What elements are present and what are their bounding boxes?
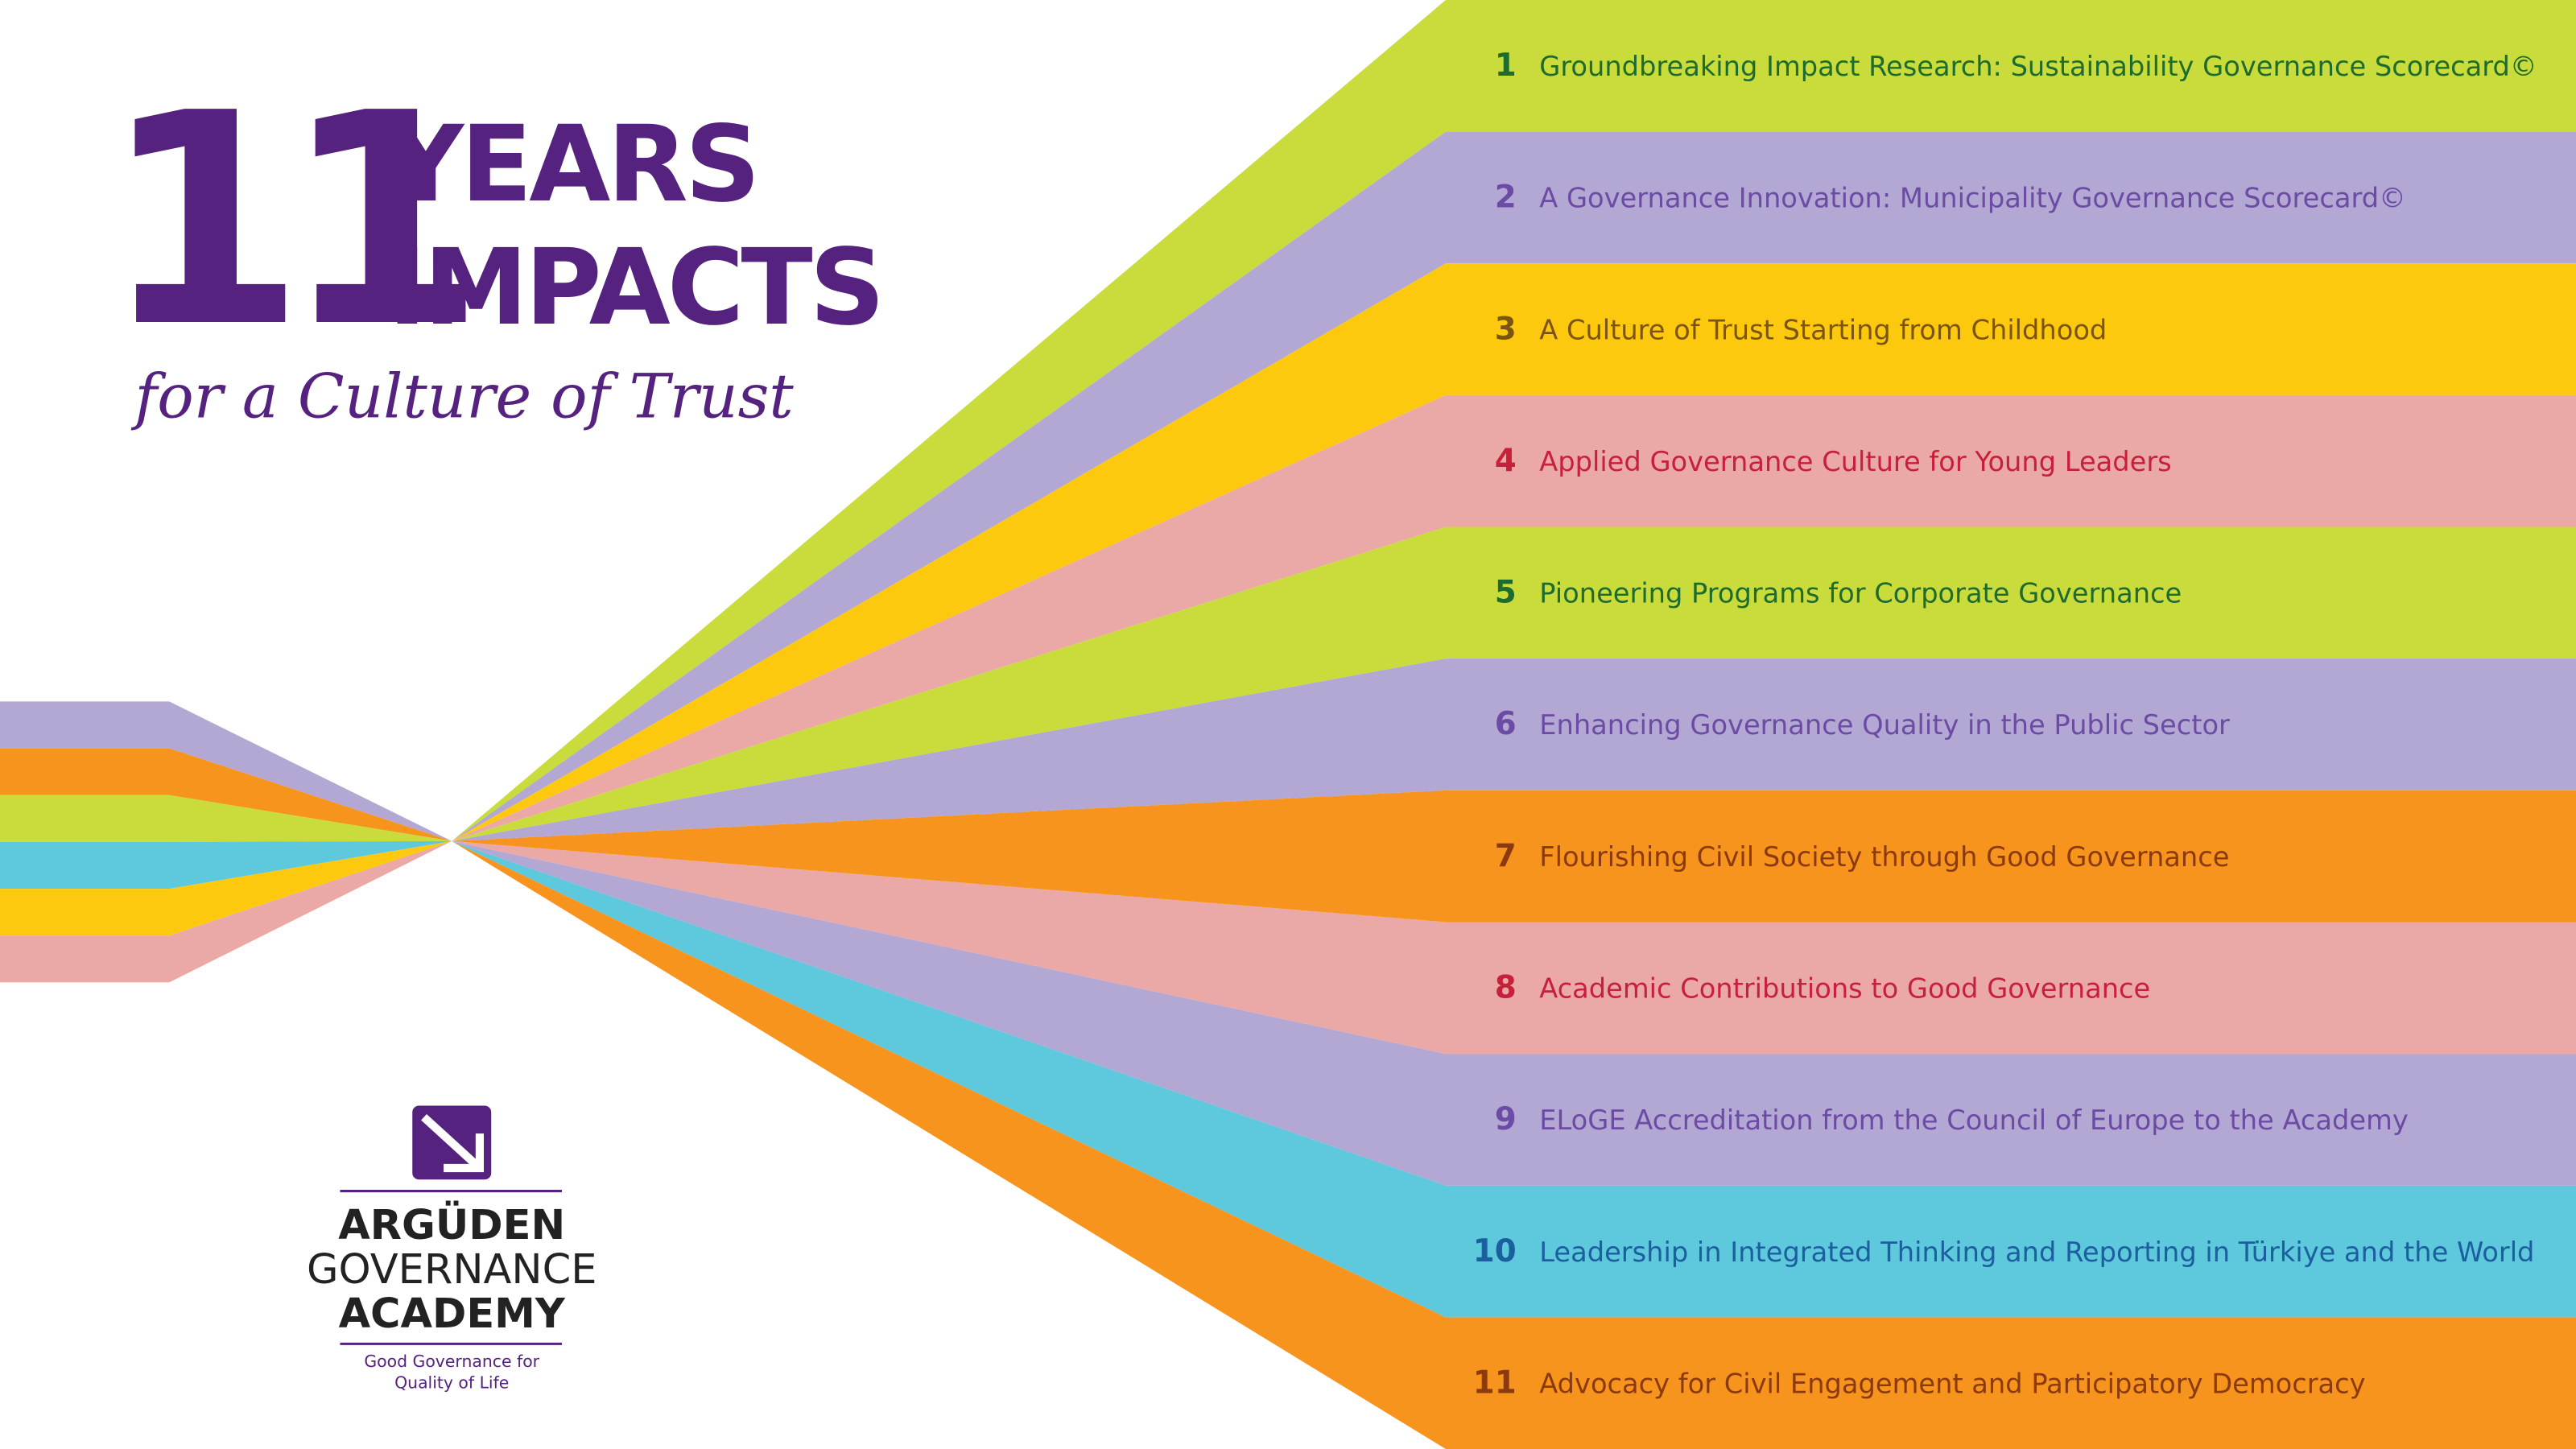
item-text: A Culture of Trust Starting from Childho… [1539,314,2107,345]
band [452,394,2576,841]
item-text: Academic Contributions to Good Governanc… [1539,973,2150,1005]
band [452,131,2576,841]
band [452,840,2576,1186]
item-text: Leadership in Integrated Thinking and Re… [1539,1236,2534,1268]
left-strip [0,795,452,842]
item-text: Applied Governance Culture for Young Lea… [1539,446,2171,477]
item-number: 7 [1495,838,1517,874]
band [452,263,2576,841]
item-number: 2 [1495,180,1517,216]
item-text: Advocacy for Civil Engagement and Partic… [1539,1368,2365,1399]
item-number: 11 [1473,1364,1517,1401]
item-number: 8 [1495,970,1517,1006]
logo-line1: ARGÜDEN [338,1199,565,1249]
band [452,840,2576,1055]
band [452,526,2576,841]
left-strip [0,701,452,841]
item-number: 1 [1495,47,1517,84]
item-text: ELoGE Accreditation from the Council of … [1539,1104,2409,1136]
left-strip [0,748,452,841]
item-number: 6 [1495,706,1517,742]
logo: ARGÜDEN GOVERNANCE ACADEMY Good Governan… [307,1105,597,1392]
band [452,790,2576,923]
item-text: Groundbreaking Impact Research: Sustaina… [1539,51,2537,82]
item-text: Flourishing Civil Society through Good G… [1539,841,2229,873]
subtitle: for a Culture of Trust [130,361,794,431]
item-text: Enhancing Governance Quality in the Publ… [1539,709,2230,741]
item-text: A Governance Innovation: Municipality Go… [1539,183,2406,214]
item-number: 10 [1473,1233,1517,1269]
big-number: 11 [102,51,470,391]
band [452,840,2576,1318]
title-line1: YEARS [386,103,758,225]
logo-tagline: Good Governance for [364,1352,539,1371]
band [452,658,2576,841]
title-line2: IMPACTS [388,226,882,349]
left-strip [0,840,452,983]
left-strip [0,840,452,890]
band [452,840,2576,1449]
item-number: 4 [1495,443,1517,479]
item-text: Pioneering Programs for Corporate Govern… [1539,578,2182,609]
item-number: 3 [1495,311,1517,347]
logo-line2: GOVERNANCE [307,1246,597,1294]
item-number: 9 [1495,1101,1517,1137]
logo-tagline: Quality of Life [394,1373,509,1392]
left-strips [0,701,452,983]
logo-arrow [421,1113,485,1173]
bands [452,0,2576,1449]
logo-line3: ACADEMY [339,1290,566,1338]
band [452,0,2576,841]
item-number: 5 [1495,575,1517,611]
left-strip [0,840,452,936]
